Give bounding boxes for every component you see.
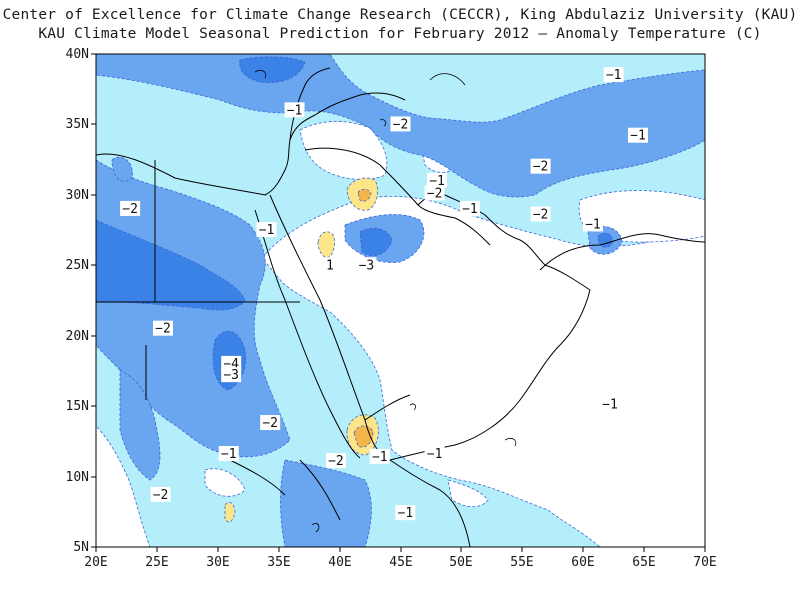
y-tick-label: 20N xyxy=(66,329,89,344)
contour-label: −1 xyxy=(462,202,478,217)
x-tick-label: 55E xyxy=(510,555,533,570)
x-tick-label: 40E xyxy=(328,555,351,570)
contour-label: −1 xyxy=(630,129,646,144)
contour-label-bg xyxy=(395,505,416,521)
contour-label-bg xyxy=(120,200,141,216)
contour-label: −1 xyxy=(259,223,275,238)
contour-label: −2 xyxy=(328,454,344,469)
contour-label: 1 xyxy=(326,258,334,273)
contour-label-bg xyxy=(256,222,277,238)
axis-ticks xyxy=(91,53,706,552)
y-tick-label: 5N xyxy=(73,540,89,555)
y-axis-labels: 40N 35N 30N 25N 20N 15N 10N 5N xyxy=(66,47,89,555)
contour-label-bg xyxy=(221,355,242,371)
contour-label-bg xyxy=(260,415,281,431)
islands xyxy=(254,70,517,533)
y-tick-label: 40N xyxy=(66,47,89,62)
contour-label: −2 xyxy=(262,416,278,431)
contour-label: −3 xyxy=(359,258,375,273)
contour-label-bg xyxy=(582,216,603,232)
x-axis-labels: 20E 25E 30E 35E 40E 45E 50E 55E 60E 65E … xyxy=(84,555,716,570)
x-tick-label: 50E xyxy=(449,555,472,570)
x-tick-label: 70E xyxy=(693,555,716,570)
y-tick-label: 35N xyxy=(66,117,89,132)
contour-label: −1 xyxy=(606,68,622,83)
contour-label-bg xyxy=(150,486,171,502)
contour-label: −2 xyxy=(393,117,409,132)
contour-label: −1 xyxy=(398,506,414,521)
contour-label: −1 xyxy=(429,174,445,189)
map-title-line1: Center of Excellence for Climate Change … xyxy=(2,7,798,23)
contour-label-bg xyxy=(369,448,390,464)
x-tick-label: 25E xyxy=(145,555,168,570)
map-title-line2: KAU Climate Model Seasonal Prediction fo… xyxy=(38,26,762,42)
contour-label-bg xyxy=(424,185,445,201)
contour-label: −2 xyxy=(533,160,549,175)
contour-label-bg xyxy=(323,257,336,273)
contour-label: −2 xyxy=(153,488,169,503)
contour-label-bg xyxy=(427,172,448,188)
contour-label: −1 xyxy=(585,217,601,232)
contour-label-bg xyxy=(530,158,551,174)
x-tick-label: 65E xyxy=(632,555,655,570)
contour-label-bg xyxy=(218,446,239,462)
contour-label-bg xyxy=(628,127,649,143)
contour-label: −2 xyxy=(155,322,171,337)
contour-label: −2 xyxy=(427,186,443,201)
contour-label-bg xyxy=(530,206,551,222)
contour-label-bg xyxy=(356,257,377,273)
contour-label: −3 xyxy=(223,368,239,383)
contour-label: −1 xyxy=(427,447,443,462)
contour-label-bg xyxy=(599,396,620,412)
contour-label: −2 xyxy=(533,208,549,223)
x-tick-label: 30E xyxy=(206,555,229,570)
y-tick-label: 25N xyxy=(66,258,89,273)
y-tick-label: 15N xyxy=(66,399,89,414)
contour-label-bg xyxy=(152,320,173,336)
contour-label: −1 xyxy=(602,398,618,413)
y-tick-label: 30N xyxy=(66,188,89,203)
x-tick-label: 60E xyxy=(571,555,594,570)
contour-label-bg xyxy=(603,67,624,83)
contour-label-bg xyxy=(325,453,346,469)
y-tick-label: 10N xyxy=(66,470,89,485)
contour-label-bg xyxy=(459,200,480,216)
contour-label-bg xyxy=(221,367,242,383)
map-area xyxy=(96,54,705,547)
warm-anomalies xyxy=(224,177,379,523)
near-zero-regions xyxy=(96,121,705,547)
x-tick-label: 45E xyxy=(389,555,412,570)
contour-label: −2 xyxy=(122,202,138,217)
contour-label: −1 xyxy=(221,447,237,462)
x-tick-label: 20E xyxy=(84,555,107,570)
x-tick-label: 35E xyxy=(267,555,290,570)
contour-labels: −1−1−2−1−2−1−2−1 −2−1−2−11 −3−2−4−3−2−1 −2−… xyxy=(120,67,649,521)
contour-label-bg xyxy=(284,102,305,118)
contour-label: −1 xyxy=(287,103,303,118)
contour-label: −1 xyxy=(372,450,388,465)
contour-label-bg xyxy=(424,446,445,462)
contour-label-bg xyxy=(390,116,411,132)
